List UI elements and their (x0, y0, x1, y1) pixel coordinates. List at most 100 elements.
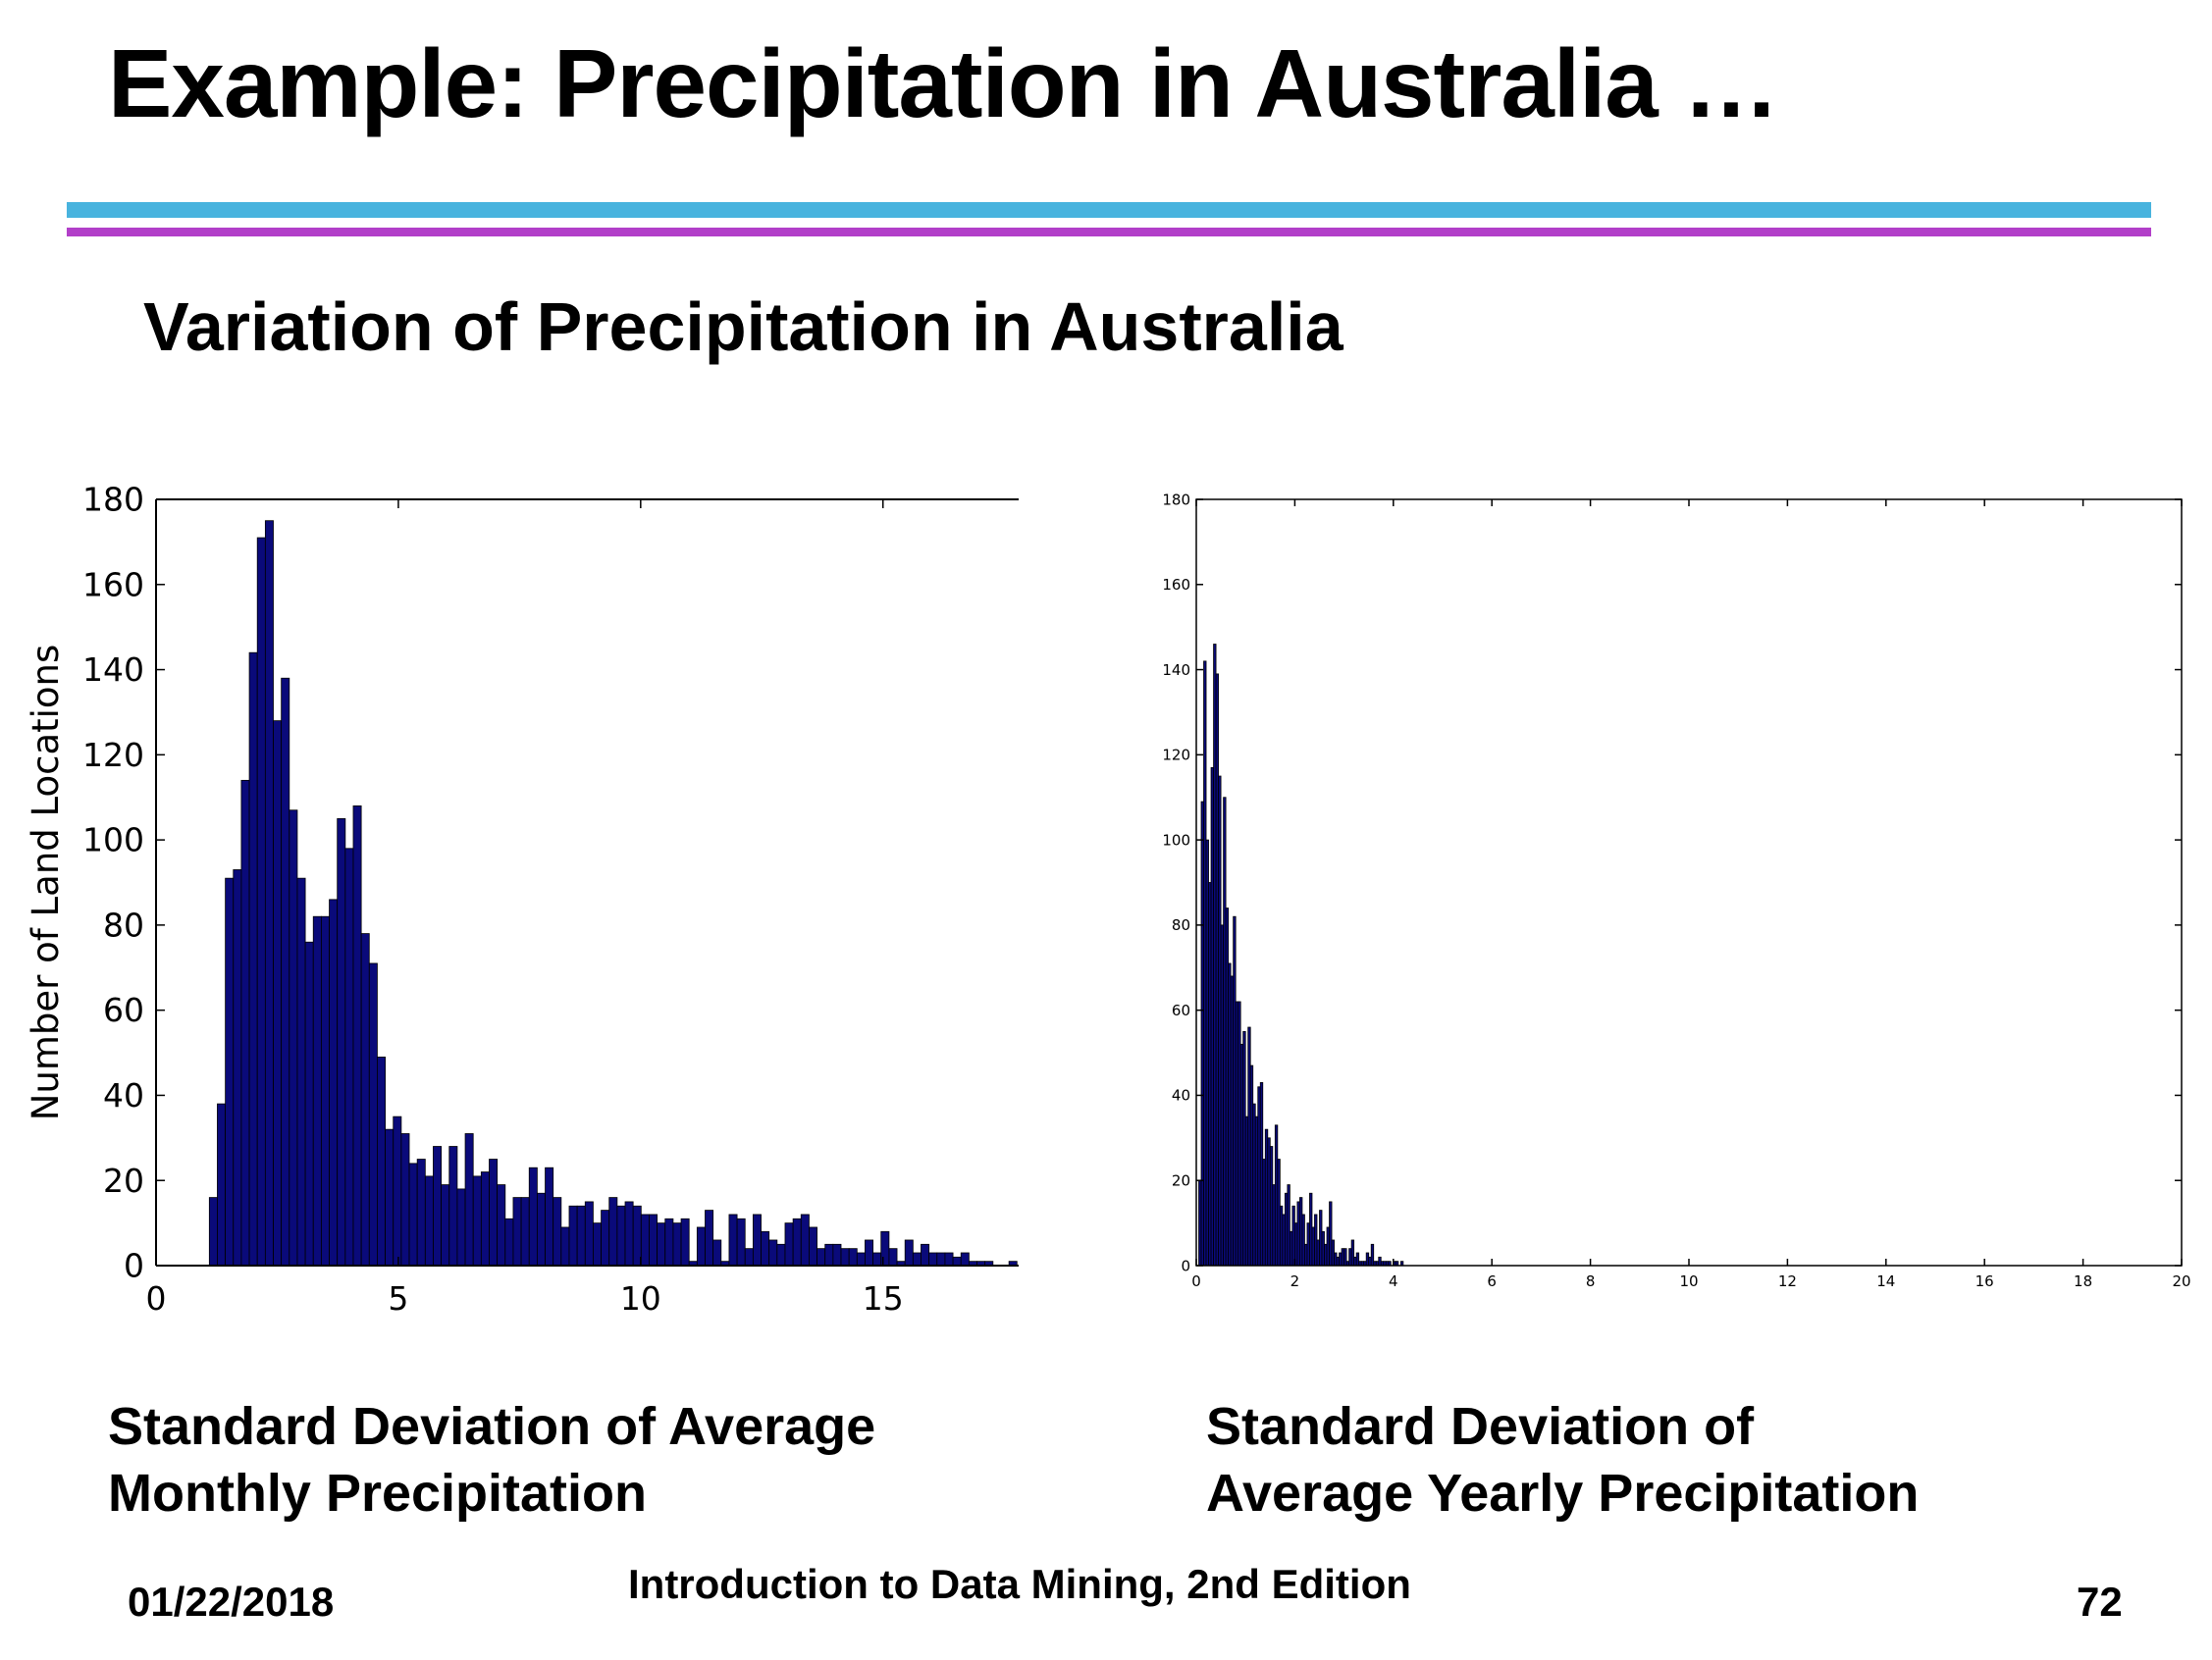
y-tick-label: 100 (1162, 831, 1190, 849)
x-tick-label: 10 (1679, 1272, 1698, 1290)
histogram-bar (568, 1205, 578, 1267)
histogram-bar (400, 1133, 410, 1267)
footer-date: 01/22/2018 (128, 1579, 335, 1625)
histogram-bar (296, 877, 306, 1267)
histogram-bar (736, 1218, 746, 1267)
histogram-bar (657, 1222, 666, 1267)
histogram-bar (680, 1218, 690, 1267)
histogram-bar (352, 805, 362, 1267)
x-tick-label: 10 (620, 1279, 661, 1318)
x-tick-label: 6 (1487, 1272, 1497, 1290)
y-tick-label: 40 (103, 1076, 144, 1115)
y-tick-label: 80 (1172, 916, 1190, 934)
histogram-bar (809, 1226, 817, 1267)
histogram-bar (424, 1175, 434, 1267)
x-tick-label: 14 (1876, 1272, 1895, 1290)
x-tick-label: 4 (1389, 1272, 1398, 1290)
caption-left-line1: Standard Deviation of Average (108, 1397, 876, 1456)
histogram-bar (921, 1243, 930, 1267)
x-tick-label: 18 (2074, 1272, 2092, 1290)
histogram-bar (472, 1175, 482, 1267)
histogram-bar (872, 1252, 882, 1267)
histogram-bar (408, 1163, 418, 1267)
x-tick-label: 0 (146, 1279, 167, 1318)
yearly-std-histogram: 0 20 40 60 80 100 120 140 160 180 0 2 4 6 8 10 12 14 16 18 2… (1162, 491, 2190, 1290)
title-rule-top (67, 202, 2151, 218)
histogram-bar (776, 1243, 786, 1267)
x-tick-label: 15 (863, 1279, 904, 1318)
histogram-bar (560, 1226, 570, 1267)
histogram-bar (792, 1218, 802, 1267)
histogram-bar (545, 1167, 554, 1267)
histogram-bar (800, 1214, 810, 1267)
histogram-bar (448, 1146, 458, 1267)
y-tick-label: 140 (82, 650, 144, 689)
y-tick-label: 140 (1162, 661, 1190, 679)
y-tick-label: 60 (1172, 1002, 1190, 1019)
y-tick-label: 0 (1181, 1257, 1190, 1274)
histogram-bar (520, 1197, 530, 1267)
histogram-bar (248, 651, 258, 1267)
histogram-bar (337, 818, 346, 1267)
histogram-bar (264, 520, 274, 1267)
histogram-bar (504, 1218, 514, 1267)
histogram-bar (624, 1201, 634, 1267)
histogram-bar (784, 1222, 794, 1267)
histogram-bar (312, 915, 322, 1267)
histogram-bar (208, 1197, 218, 1267)
histogram-bar (888, 1248, 898, 1267)
histogram-bar (377, 1056, 386, 1267)
histogram-bar (832, 1243, 842, 1267)
caption-left: Standard Deviation of Average Monthly Pr… (108, 1393, 875, 1527)
histogram-bar (664, 1218, 674, 1267)
y-tick-label: 180 (82, 481, 144, 519)
histogram-bar (416, 1159, 426, 1267)
monthly-std-histogram: 0 20 40 60 80 100 120 140 160 180 0 5 10 15 Number of … (25, 481, 1019, 1318)
histogram-bar (329, 899, 339, 1267)
histogram-bar (649, 1214, 658, 1267)
histogram-bar (761, 1230, 770, 1267)
x-tick-label: 8 (1586, 1272, 1596, 1290)
histogram-bar (728, 1214, 738, 1267)
y-tick-label: 60 (103, 991, 144, 1029)
footer-page-number: 72 (2077, 1579, 2123, 1625)
histogram-bar (344, 848, 354, 1267)
x-tick-label: 20 (2172, 1272, 2190, 1290)
histogram-bar (256, 537, 266, 1267)
histogram-bar (865, 1239, 874, 1267)
histogram-bar (705, 1210, 714, 1267)
histogram-bar (304, 941, 314, 1267)
histogram-bar (368, 962, 378, 1267)
histogram-bar (528, 1167, 538, 1267)
histogram-bar (936, 1252, 946, 1267)
histogram-bar (480, 1171, 490, 1267)
histogram-bar (393, 1115, 402, 1267)
histogram-bar (840, 1248, 850, 1267)
histogram-bar (856, 1252, 866, 1267)
histogram-bar (441, 1184, 450, 1267)
y-tick-label: 20 (103, 1162, 144, 1200)
histogram-bar (744, 1248, 754, 1267)
histogram-bar (464, 1133, 474, 1267)
y-tick-label: 80 (103, 906, 144, 944)
footer-book-title: Introduction to Data Mining, 2nd Edition (628, 1561, 1411, 1607)
histogram-bar (456, 1188, 466, 1267)
histogram-bar (385, 1128, 395, 1267)
histogram-bar (497, 1184, 506, 1267)
histogram-bar (672, 1222, 682, 1267)
x-tick-label: 12 (1778, 1272, 1797, 1290)
histogram-bar (433, 1146, 443, 1267)
title-rule-bottom (67, 228, 2151, 236)
histogram-bar (824, 1243, 834, 1267)
caption-left-line2: Monthly Precipitation (108, 1464, 648, 1523)
histogram-bar (601, 1210, 610, 1267)
histogram-bar (752, 1214, 762, 1267)
y-tick-label: 180 (1162, 491, 1190, 508)
histogram-bar (584, 1201, 594, 1267)
slide-subtitle: Variation of Precipitation in Australia (143, 288, 1343, 365)
y-tick-label: 120 (1162, 747, 1190, 764)
histogram-bar (696, 1226, 706, 1267)
histogram-bar (225, 877, 235, 1267)
x-tick-label: 0 (1191, 1272, 1201, 1290)
